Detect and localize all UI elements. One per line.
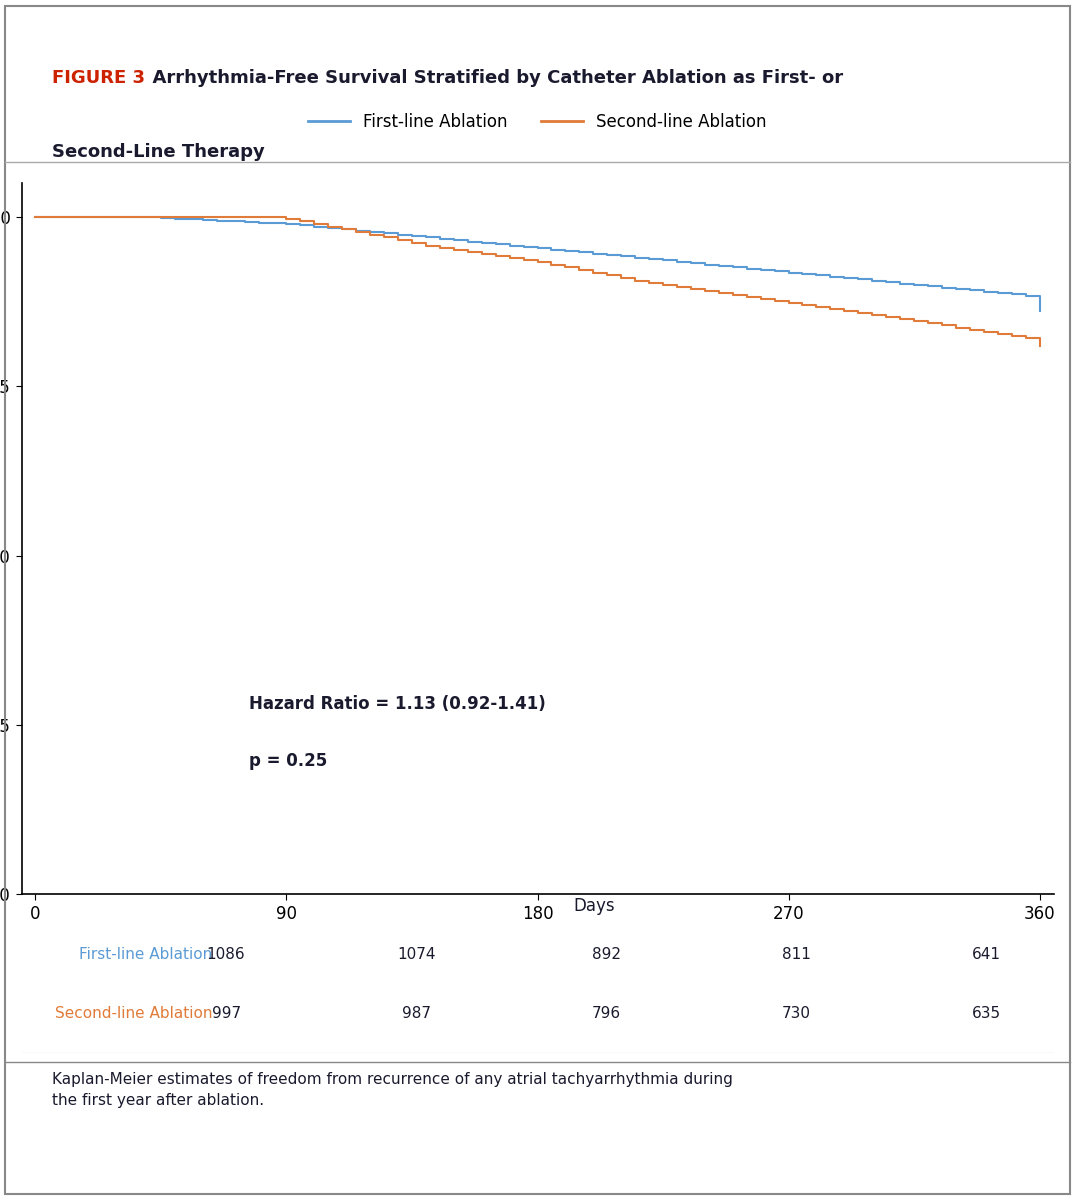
Text: FIGURE 3: FIGURE 3 xyxy=(53,68,145,86)
Text: Hazard Ratio = 1.13 (0.92-1.41): Hazard Ratio = 1.13 (0.92-1.41) xyxy=(248,695,545,713)
Text: 796: 796 xyxy=(591,1006,620,1021)
First-line Ablation xyxy=(865,274,878,288)
Second-line Ablation xyxy=(893,312,906,326)
First-line Ablation xyxy=(29,210,42,224)
Legend: First-line Ablation, Second-line Ablation: First-line Ablation, Second-line Ablatio… xyxy=(302,107,773,138)
First-line Ablation xyxy=(893,276,906,290)
Text: 1074: 1074 xyxy=(397,947,435,962)
Text: 987: 987 xyxy=(402,1006,431,1021)
Text: 730: 730 xyxy=(782,1006,811,1021)
Text: 635: 635 xyxy=(972,1006,1001,1021)
Text: p = 0.25: p = 0.25 xyxy=(248,752,327,770)
Line: First-line Ablation: First-line Ablation xyxy=(35,217,1040,311)
Text: 997: 997 xyxy=(212,1006,241,1021)
Text: Kaplan-Meier estimates of freedom from recurrence of any atrial tachyarrhythmia : Kaplan-Meier estimates of freedom from r… xyxy=(53,1072,733,1108)
Text: 1086: 1086 xyxy=(206,947,245,962)
Text: First-line Ablation: First-line Ablation xyxy=(80,947,213,962)
Second-line Ablation xyxy=(363,228,376,242)
First-line Ablation xyxy=(253,215,266,229)
Text: Second-line Ablation: Second-line Ablation xyxy=(55,1006,213,1021)
Text: 811: 811 xyxy=(782,947,811,962)
Second-line Ablation xyxy=(1033,338,1046,353)
Second-line Ablation xyxy=(253,210,266,224)
Text: Second-Line Therapy: Second-Line Therapy xyxy=(53,144,266,162)
First-line Ablation xyxy=(935,281,948,295)
First-line Ablation xyxy=(363,224,376,239)
Second-line Ablation xyxy=(865,308,878,323)
Text: Arrhythmia-Free Survival Stratified by Catheter Ablation as First- or: Arrhythmia-Free Survival Stratified by C… xyxy=(140,68,843,86)
Text: 641: 641 xyxy=(972,947,1001,962)
First-line Ablation xyxy=(531,241,544,256)
Second-line Ablation xyxy=(935,318,948,332)
Line: Second-line Ablation: Second-line Ablation xyxy=(35,217,1040,346)
Second-line Ablation xyxy=(531,254,544,269)
First-line Ablation xyxy=(1033,304,1046,318)
Text: 892: 892 xyxy=(591,947,620,962)
Second-line Ablation xyxy=(29,210,42,224)
Text: Days: Days xyxy=(573,898,615,916)
